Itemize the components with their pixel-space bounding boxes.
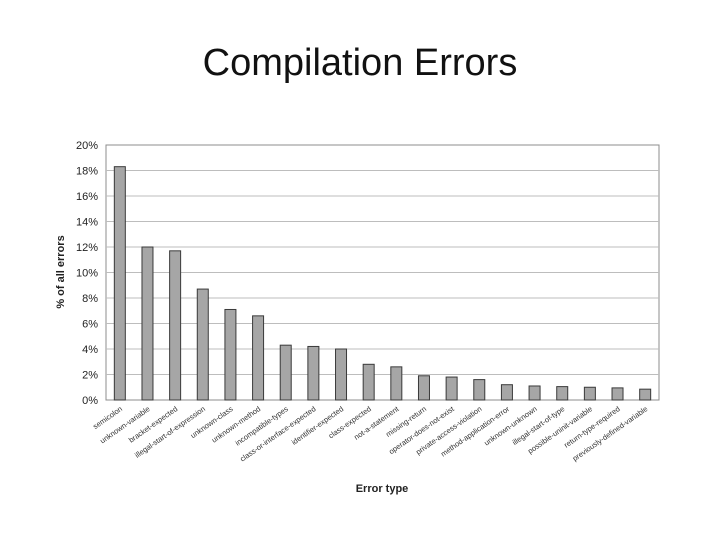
bar [583, 386, 596, 401]
y-tick-label: 18% [76, 166, 98, 178]
bar [362, 363, 375, 401]
bar [528, 385, 541, 401]
bar [252, 315, 265, 401]
bar [445, 376, 458, 401]
bar [196, 288, 209, 401]
bar [307, 345, 320, 401]
bar [417, 375, 430, 401]
bar [500, 384, 513, 401]
y-tick-label: 16% [76, 191, 98, 203]
bar [279, 344, 292, 401]
y-axis-title: % of all errors [55, 235, 67, 308]
bar [113, 166, 126, 401]
y-tick-label: 14% [76, 217, 98, 229]
x-axis-title: Error type [356, 483, 409, 495]
bar [639, 388, 652, 401]
bar [556, 386, 569, 401]
bars [113, 166, 652, 401]
x-axis-categories: semicolonunknown-variablebracket-expecte… [91, 404, 649, 464]
y-tick-label: 6% [82, 319, 98, 331]
bar [390, 366, 403, 401]
y-tick-label: 4% [82, 344, 98, 356]
bar [224, 308, 237, 401]
y-tick-label: 0% [82, 395, 98, 407]
bar [335, 348, 348, 401]
y-tick-label: 12% [76, 242, 98, 254]
y-tick-label: 2% [82, 370, 98, 382]
y-axis-ticks: 0% 2% 4% 6% 8% 10% 12% 14% 16% 18% 20% [76, 140, 98, 407]
y-tick-label: 20% [76, 140, 98, 152]
y-tick-label: 10% [76, 268, 98, 280]
slide-title: Compilation Errors [202, 42, 518, 84]
y-tick-label: 8% [82, 293, 98, 305]
bar [473, 379, 486, 401]
bar [141, 246, 154, 401]
bar [169, 250, 182, 401]
bar [611, 387, 624, 401]
